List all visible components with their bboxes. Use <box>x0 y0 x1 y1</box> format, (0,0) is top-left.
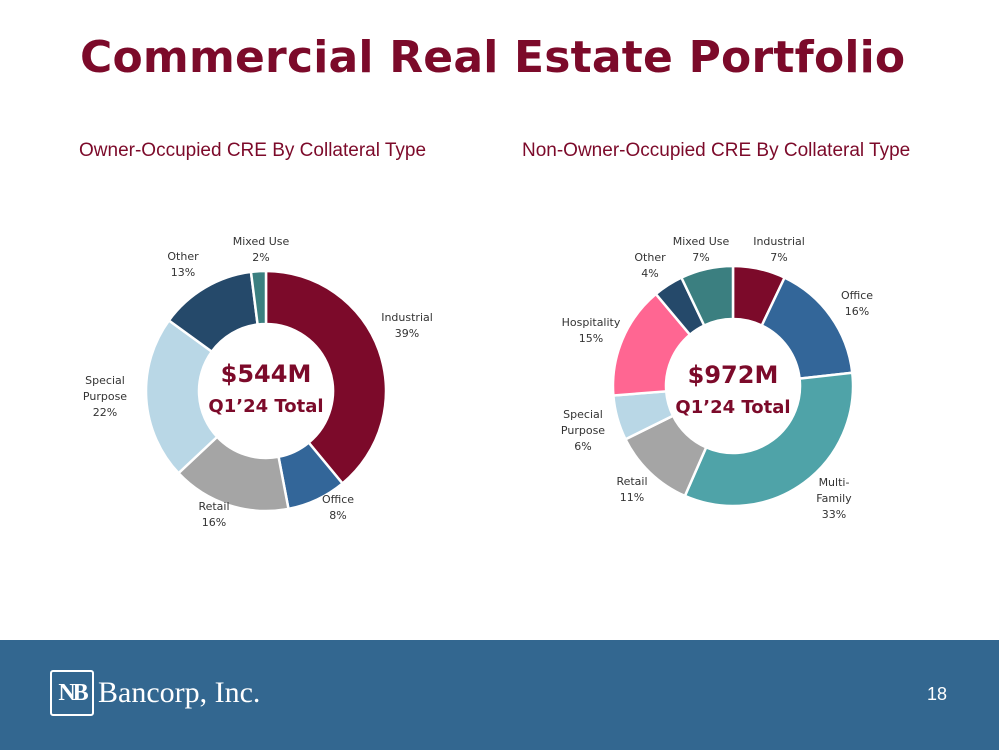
chart1-slice-industrial <box>264 269 388 486</box>
chart1-label-retail: Retail 16% <box>198 500 229 529</box>
chart1-label-other: Other 13% <box>167 250 199 279</box>
chart2-label-special-purpose: Special Purpose 6% <box>561 408 605 453</box>
chart2-label-other: Other 4% <box>634 251 666 280</box>
owner-occupied-chart-title: Owner-Occupied CRE By Collateral Type <box>79 140 427 161</box>
chart2-label-mixed-use: Mixed Use 7% <box>673 235 730 264</box>
chart1-slice-mixed-use <box>249 269 268 326</box>
chart2-label-retail: Retail 11% <box>616 475 647 504</box>
page-number: 18 <box>926 684 947 704</box>
footer-bar: NB Bancorp, Inc. 18 <box>0 640 999 750</box>
chart2-label-multi-family: Multi-Family 33% <box>816 476 852 521</box>
chart2-slice-multi-family <box>683 371 855 508</box>
chart1-label-office: Office 8% <box>322 493 354 522</box>
company-name: Bancorp, Inc. <box>98 676 261 709</box>
logo-mark: NB <box>50 670 94 716</box>
company-logo: NB Bancorp, Inc. <box>50 670 260 716</box>
chart2-center-total: $972M <box>688 361 779 389</box>
chart2-slice-mixed-use <box>679 264 735 328</box>
chart2-label-hospitality: Hospitality 15% <box>562 316 621 345</box>
donut-charts: Industrial 39% Office 8% Retail 16% Special Pur… <box>83 235 873 529</box>
chart2-center-subtitle: Q1’24 Total <box>675 397 790 418</box>
chart2-label-office: Office 16% <box>841 289 873 318</box>
chart2-label-industrial: Industrial 7% <box>753 235 805 264</box>
chart1-label-mixed-use: Mixed Use 2% <box>233 235 290 264</box>
chart1-center-total: $544M <box>221 360 312 388</box>
non-owner-occupied-chart-title: Non-Owner-Occupied CRE By Collateral Typ… <box>522 140 911 161</box>
page-title: Commercial Real Estate Portfolio <box>80 32 906 83</box>
chart1-label-industrial: Industrial 39% <box>381 311 433 340</box>
chart1-label-special-purpose: Special Purpose 22% <box>83 374 127 419</box>
chart1-slice-special-purpose <box>144 318 219 475</box>
chart1-center-subtitle: Q1’24 Total <box>208 396 323 417</box>
